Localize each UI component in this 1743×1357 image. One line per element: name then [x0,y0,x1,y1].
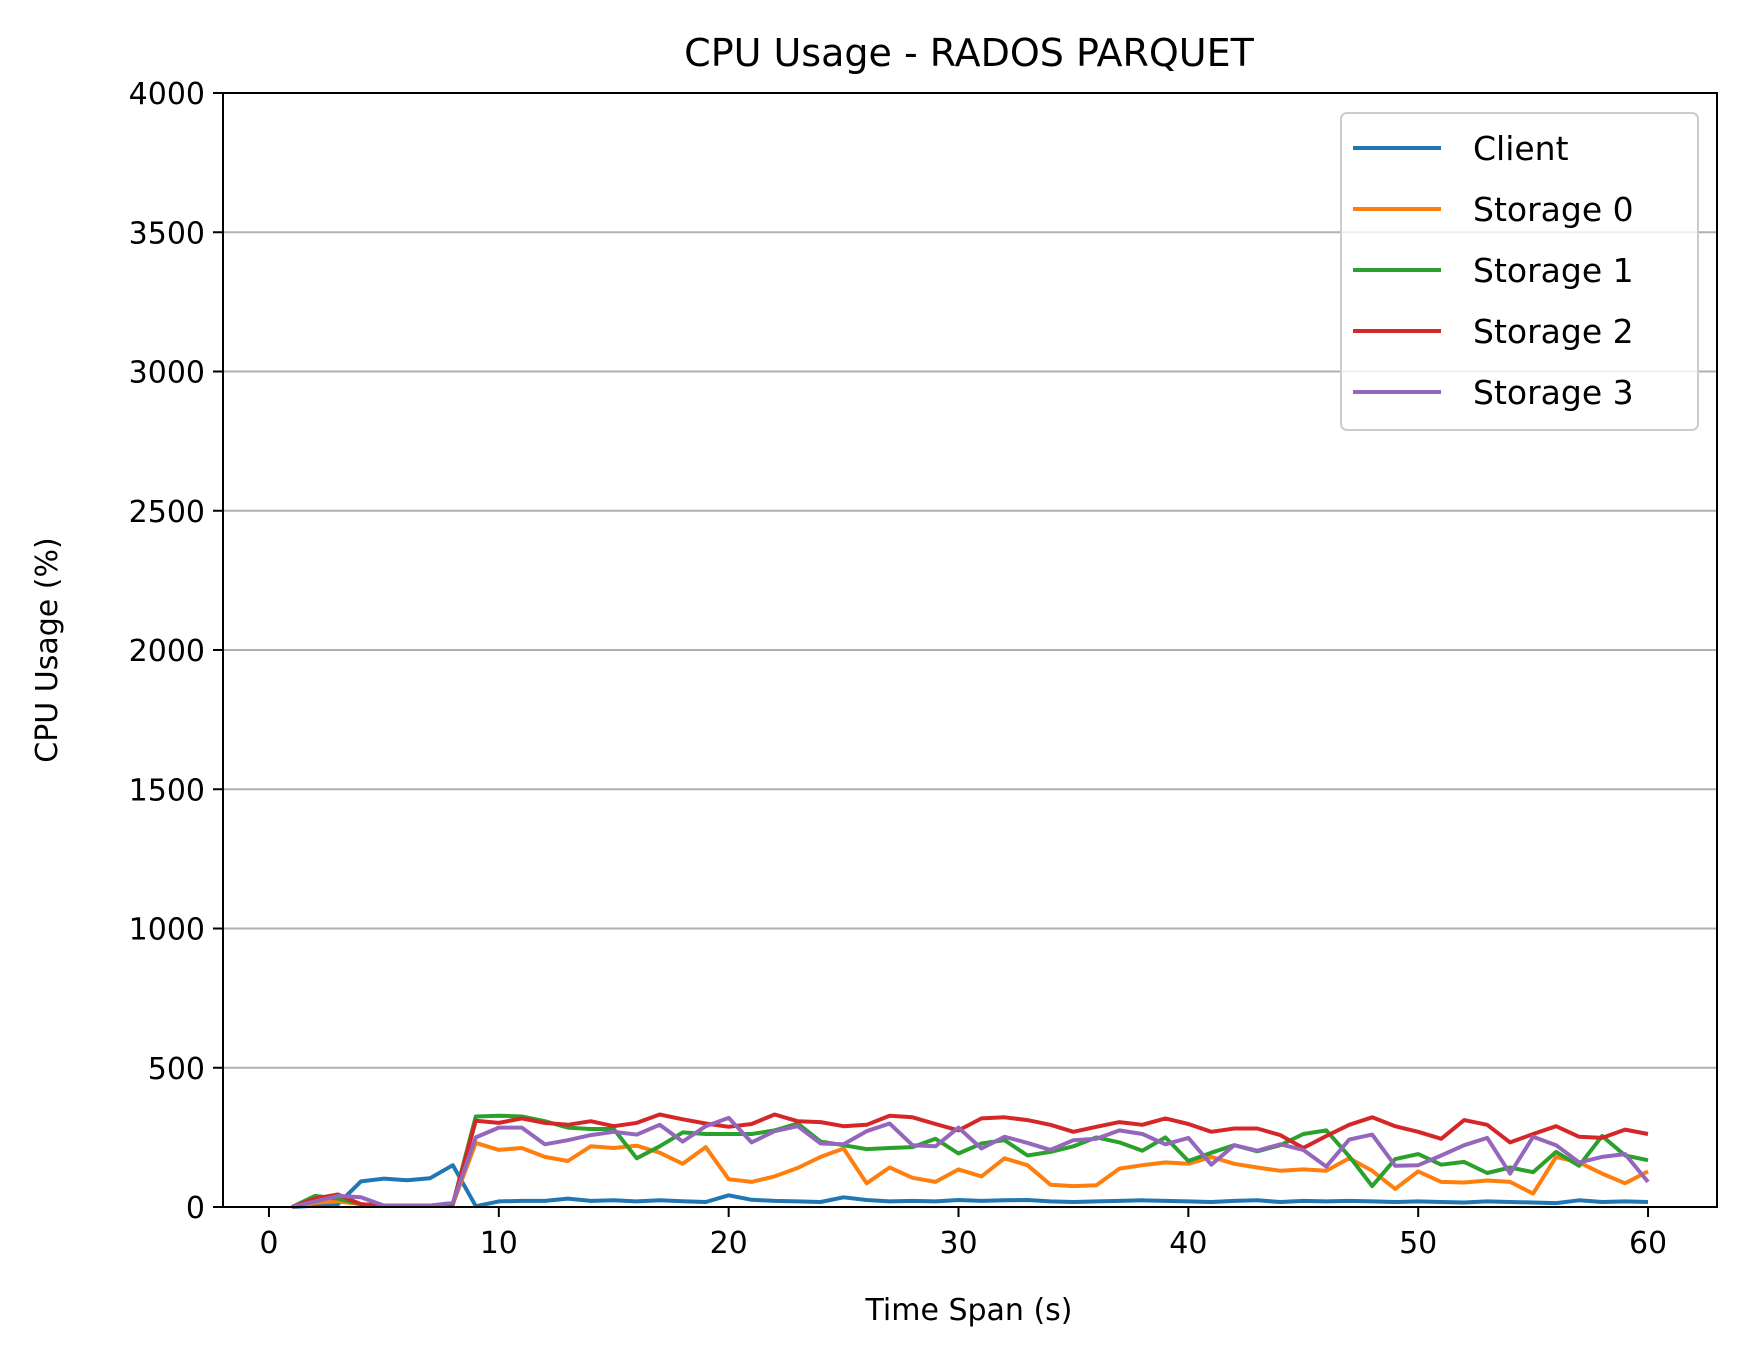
x-tick-label: 10 [480,1226,518,1261]
series-line-client [291,1163,1649,1209]
y-axis-label: CPU Usage (%) [30,537,65,762]
y-tick-label: 2000 [129,634,205,669]
legend-label-storage-1: Storage 1 [1473,251,1634,290]
x-tick-label: 20 [710,1226,748,1261]
y-tick-label: 0 [186,1191,205,1226]
y-tick-label: 500 [148,1052,205,1087]
series-lines [291,1112,1650,1209]
legend-frame [1340,112,1699,431]
y-tick-label: 3500 [129,216,205,251]
legend-label-storage-3: Storage 3 [1473,373,1634,412]
x-tick-label: 40 [1169,1226,1207,1261]
legend-label-storage-0: Storage 0 [1473,190,1634,229]
y-axis-ticks: 0 500 1000 1500 2000 2500 3000 3500 4000 [129,77,223,1226]
y-tick-label: 4000 [129,77,205,112]
y-tick-label: 3000 [129,356,205,391]
series-line-storage-1 [291,1113,1649,1209]
y-tick-label: 1500 [129,773,205,808]
series-line-storage-3 [291,1115,1650,1209]
x-tick-label: 50 [1399,1226,1437,1261]
legend: Client Storage 0 Storage 1 Storage 2 Storage… [1340,112,1699,431]
series-line-storage-0 [291,1140,1649,1209]
x-axis-label: Time Span (s) [864,1293,1072,1328]
y-tick-label: 2500 [129,495,205,530]
legend-label-client: Client [1473,129,1569,168]
x-tick-label: 0 [259,1226,278,1261]
x-tick-label: 30 [939,1226,977,1261]
x-tick-label: 60 [1629,1226,1667,1261]
legend-label-storage-2: Storage 2 [1473,312,1634,351]
y-tick-label: 1000 [129,913,205,948]
chart-title: CPU Usage - RADOS PARQUET [684,31,1254,75]
x-axis-ticks: 0 10 20 30 40 50 60 [259,1207,1667,1261]
series-line-storage-2 [291,1112,1649,1209]
